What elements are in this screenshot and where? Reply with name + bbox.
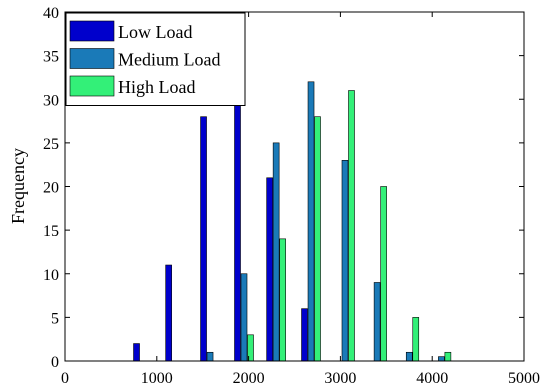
legend-label: Low Load (118, 22, 192, 42)
x-tick-label: 0 (61, 370, 69, 387)
bar (307, 81, 315, 362)
y-tick-label: 25 (43, 136, 59, 153)
bar (412, 317, 420, 362)
bar (240, 273, 248, 362)
y-tick-label: 20 (43, 180, 59, 197)
legend: Low Load Medium Load High Load (65, 12, 246, 106)
legend-swatch (69, 20, 115, 42)
ticks-layer: 0 1000 2000 3000 4000 5000 0 5 10 15 20 25 30 35 40 (43, 5, 540, 387)
legend-label: High Load (118, 77, 195, 97)
y-tick-label: 40 (43, 5, 59, 22)
x-tick-label: 1000 (141, 370, 173, 387)
bar (380, 186, 387, 362)
bar (373, 282, 381, 362)
y-axis-label: Frequency (8, 148, 28, 224)
y-tick-label: 35 (43, 49, 59, 66)
bar (206, 351, 214, 362)
x-tick-label: 4000 (416, 370, 448, 387)
bar (301, 308, 308, 362)
bar (279, 238, 286, 362)
legend-swatch (69, 48, 115, 69)
bar (133, 343, 140, 362)
y-tick-label: 30 (43, 92, 59, 109)
bar (405, 351, 413, 362)
x-tick-label: 2000 (233, 370, 265, 387)
bar (438, 356, 445, 362)
bar (341, 160, 349, 362)
plot-frame (64, 11, 525, 362)
bar (200, 116, 207, 362)
bar (348, 90, 355, 362)
x-tick-label: 3000 (324, 370, 356, 387)
bar (314, 116, 321, 362)
legend-swatch (69, 75, 115, 97)
y-tick-label: 0 (51, 354, 59, 371)
y-tick-label: 5 (51, 310, 59, 327)
y-tick-label: 15 (43, 223, 59, 240)
bar (272, 142, 280, 362)
bar (266, 177, 273, 362)
y-tick-label: 10 (43, 267, 59, 284)
bar (165, 264, 172, 362)
x-tick-label: 5000 (508, 370, 540, 387)
bar (234, 98, 241, 362)
legend-label: Medium Load (118, 50, 220, 70)
bar (444, 351, 452, 362)
